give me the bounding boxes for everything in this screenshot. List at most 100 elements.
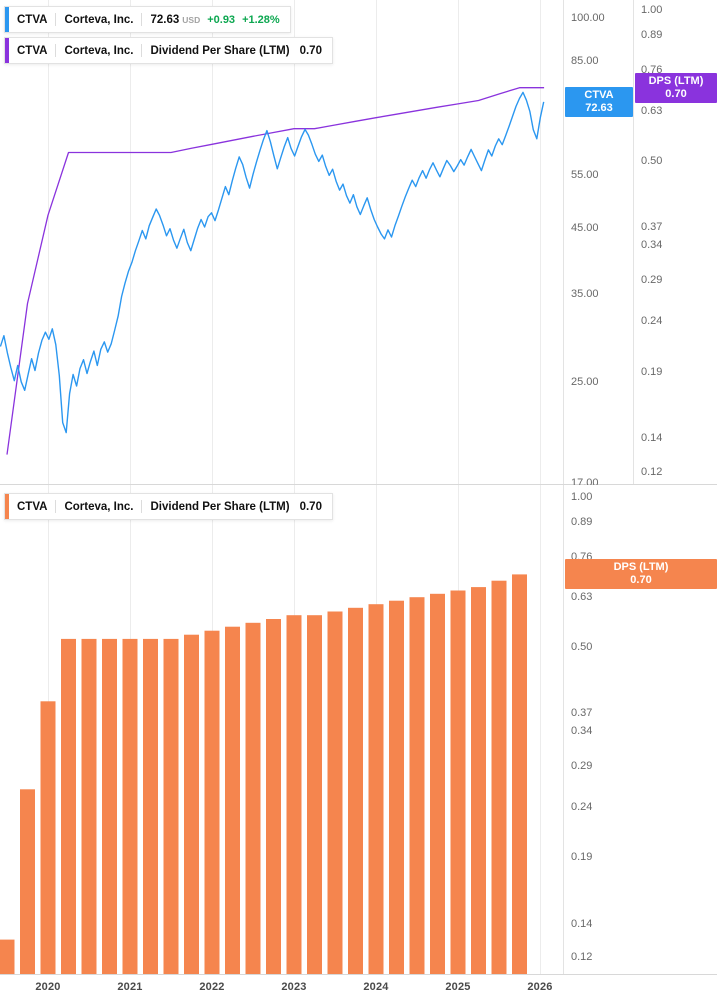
legend-metric-value: 0.70 [300,501,322,513]
legend-company: Corteva, Inc. [64,14,133,26]
dps-line-path [7,88,544,455]
dividend-panel: CTVA Corteva, Inc. Dividend Per Share (L… [0,485,717,975]
legend-separator [141,44,142,57]
legend-metric-value: 0.70 [300,45,322,57]
dividend-chart-canvas [0,485,563,974]
dps-bar [430,594,445,974]
dps-axis-bottom[interactable]: DPS (LTM) 0.70 1.000.890.760.630.500.370… [563,485,717,974]
badge-dps-value: 0.70 [635,88,717,101]
legend-metric: Dividend Per Share (LTM) [150,501,289,513]
dps-bar [20,789,35,974]
axis-tick-label: 0.34 [641,239,662,251]
legend-separator [141,500,142,513]
axis-tick-label: 1.00 [571,491,592,503]
dps-bar [492,581,507,974]
legend-currency: USD [182,15,200,25]
dps-bar [82,639,97,974]
axis-tick-label: 0.24 [571,801,592,813]
dps-bar [102,639,117,974]
axis-tick-label: 0.29 [641,274,662,286]
axis-tick-label: 0.29 [571,760,592,772]
dps-bar [0,940,15,974]
axis-tick-label: 0.19 [641,366,662,378]
dps-bar [287,615,302,974]
dps-bar [266,619,281,974]
year-label: 2026 [527,981,552,993]
year-label: 2021 [117,981,142,993]
price-panel: CTVA Corteva, Inc. 72.63 USD +0.93 +1.28… [0,0,717,485]
dps-bar [246,623,261,974]
year-label: 2024 [363,981,388,993]
legend-change-pct: +1.28% [242,14,280,26]
axis-tick-label: 0.89 [571,516,592,528]
legend-last-price: 72.63 [150,14,179,26]
axis-tick-label: 0.19 [571,851,592,863]
time-axis[interactable]: 2020 2021 2022 2023 2024 2025 2026 [0,975,717,1005]
dps-bar [512,574,527,974]
legend-separator [55,500,56,513]
badge-ticker: CTVA [565,89,633,102]
axis-tick-label: 0.50 [571,641,592,653]
dps-bar [143,639,158,974]
legend-company: Corteva, Inc. [64,501,133,513]
badge-metric: DPS (LTM) [635,75,717,88]
badge-dps-value: 0.70 [565,574,717,587]
dps-bar [123,639,138,974]
dps-overlay-legend[interactable]: CTVA Corteva, Inc. Dividend Per Share (L… [4,37,333,64]
year-label: 2023 [281,981,306,993]
axis-tick-label: 0.12 [641,466,662,478]
axis-tick-label: 1.00 [641,4,662,16]
price-line-path [0,92,543,432]
legend-color-dps-bar [5,494,9,519]
axis-tick-label: 0.37 [641,221,662,233]
axis-tick-label: 0.63 [571,591,592,603]
legend-ticker: CTVA [17,501,47,513]
badge-price-value: 72.63 [565,102,633,115]
axis-tick-label: 0.34 [571,725,592,737]
legend-metric: Dividend Per Share (LTM) [150,45,289,57]
legend-separator [141,13,142,26]
price-chart-canvas [0,0,563,484]
dps-bar [348,608,363,974]
year-label: 2022 [199,981,224,993]
legend-color-dps-line [5,38,9,63]
dps-bar [307,615,322,974]
legend-separator [55,13,56,26]
dps-bar [61,639,76,974]
dps-axis-top[interactable]: DPS (LTM) 0.70 1.000.890.760.630.500.370… [633,0,717,484]
dps-bar [184,635,199,974]
legend-ticker: CTVA [17,45,47,57]
dividend-plot-area[interactable]: CTVA Corteva, Inc. Dividend Per Share (L… [0,485,563,974]
axis-tick-label: 100.00 [571,12,605,24]
dps-bar [369,604,384,974]
dps-bar [164,639,179,974]
axis-tick-label: 55.00 [571,169,599,181]
price-axis[interactable]: CTVA 72.63 100.0085.0055.0045.0035.0025.… [563,0,633,484]
axis-tick-label: 0.63 [641,105,662,117]
axis-tick-label: 25.00 [571,376,599,388]
legend-ticker: CTVA [17,14,47,26]
dps-current-badge-top: DPS (LTM) 0.70 [635,73,717,103]
axis-tick-label: 85.00 [571,55,599,67]
dps-bar [225,627,240,974]
axis-tick-label: 0.14 [571,918,592,930]
price-plot-area[interactable]: CTVA Corteva, Inc. 72.63 USD +0.93 +1.28… [0,0,563,484]
axis-tick-label: 35.00 [571,288,599,300]
stock-chart: CTVA Corteva, Inc. 72.63 USD +0.93 +1.28… [0,0,717,1005]
axis-tick-label: 0.14 [641,432,662,444]
dividend-legend[interactable]: CTVA Corteva, Inc. Dividend Per Share (L… [4,493,333,520]
axis-tick-label: 0.50 [641,155,662,167]
dps-bar [410,597,425,974]
axis-tick-label: 0.24 [641,315,662,327]
axis-tick-label: 0.12 [571,951,592,963]
price-legend[interactable]: CTVA Corteva, Inc. 72.63 USD +0.93 +1.28… [4,6,291,33]
dps-bar [389,601,404,974]
dps-bar [41,701,56,974]
year-label: 2020 [35,981,60,993]
dps-bar [205,631,220,974]
year-label: 2025 [445,981,470,993]
price-current-badge: CTVA 72.63 [565,87,633,117]
legend-color-price [5,7,9,32]
axis-tick-label: 0.89 [641,29,662,41]
dps-bar [328,612,343,975]
